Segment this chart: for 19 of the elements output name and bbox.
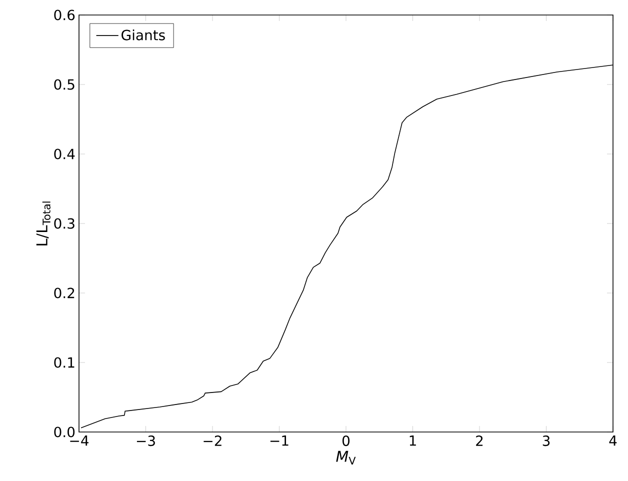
y-axis-title: L/L$_{Total}$	[36, 202, 50, 246]
x-tick-label: −3	[136, 436, 155, 446]
x-axis-title: M$_{V}$	[336, 450, 356, 464]
y-tick-label: 0.3	[54, 218, 74, 229]
y-tick-label: 0.5	[54, 79, 74, 90]
y-tick-label: 0.4	[54, 148, 75, 160]
x-tick-label: 0	[342, 436, 350, 446]
y-tick-label: 0.2	[54, 288, 74, 298]
x-tick-label: 4	[609, 436, 617, 446]
x-tick-label: −4	[70, 436, 89, 446]
x-tick-label: −2	[204, 436, 222, 446]
x-tick-label: 1	[410, 436, 416, 446]
x-tick-label: 3	[542, 436, 550, 446]
y-tick-label: 0.1	[54, 357, 74, 368]
legend-label: Giants	[122, 30, 165, 40]
y-tick-label: 0.6	[54, 10, 75, 20]
y-tick-label: 0.0	[54, 426, 75, 438]
x-tick-label: −1	[270, 436, 288, 446]
x-tick-label: 2	[476, 436, 483, 446]
